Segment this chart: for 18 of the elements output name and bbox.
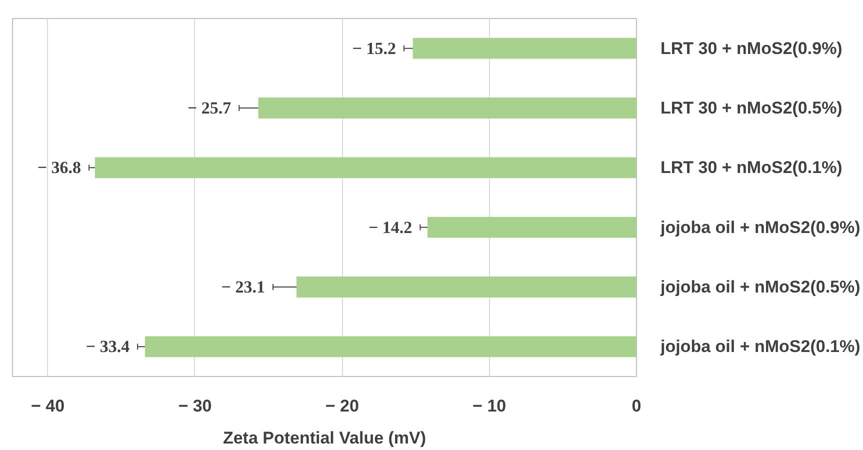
y-tick-label: LRT 30 + nMoS2(0.5%) xyxy=(660,98,842,118)
x-tick-label: − 10 xyxy=(472,396,506,416)
x-tick-label: − 30 xyxy=(178,396,212,416)
x-tick-label: − 20 xyxy=(325,396,359,416)
x-axis-title: Zeta Potential Value (mV) xyxy=(222,428,426,448)
y-tick-label: LRT 30 + nMoS2(0.1%) xyxy=(660,158,842,178)
x-tick-label: 0 xyxy=(632,396,642,416)
data-label: − 14.2 xyxy=(368,218,412,237)
y-tick-label: jojoba oil + nMoS2(0.1%) xyxy=(660,337,860,356)
y-tick-label: LRT 30 + nMoS2(0.9%) xyxy=(660,38,842,58)
y-tick-label: jojoba oil + nMoS2(0.5%) xyxy=(660,278,860,296)
data-label: − 36.8 xyxy=(37,158,82,178)
data-label: − 15.2 xyxy=(352,38,396,58)
y-tick-label: jojoba oil + nMoS2(0.9%) xyxy=(660,218,860,237)
data-label: − 33.4 xyxy=(86,337,130,356)
data-label: − 23.1 xyxy=(221,278,265,296)
x-tick-label: − 40 xyxy=(31,396,65,416)
data-label: − 25.7 xyxy=(187,98,232,118)
